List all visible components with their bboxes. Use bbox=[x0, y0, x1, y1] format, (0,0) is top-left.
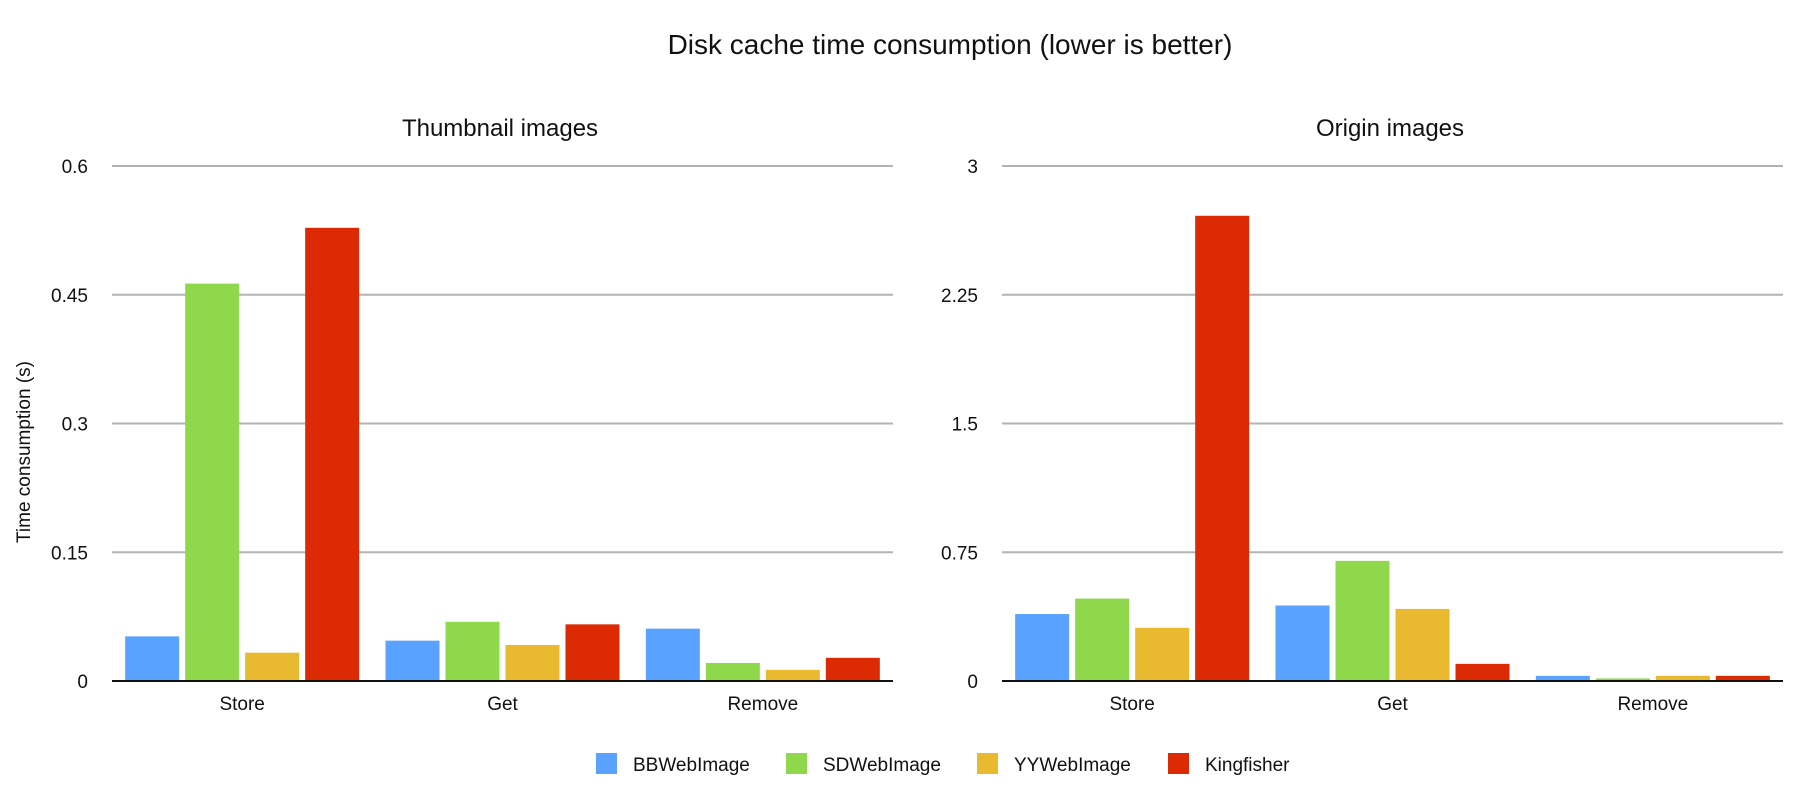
legend-item-bbwebimage: BBWebImage bbox=[596, 753, 750, 776]
bar-sdwebimage-store bbox=[1075, 598, 1130, 681]
bar-sdwebimage-remove bbox=[705, 662, 760, 681]
x-category-label: Remove bbox=[1617, 694, 1688, 715]
bar-kingfisher-store bbox=[305, 227, 360, 682]
bar-kingfisher-remove bbox=[1715, 675, 1770, 681]
legend-item-sdwebimage: SDWebImage bbox=[786, 753, 941, 776]
chart-panels: Thumbnail images 0 0.15 0.3 0.45 0.6 Store Get R… bbox=[51, 115, 1783, 715]
bar-yywebimage-get bbox=[1395, 608, 1450, 681]
bar-sdwebimage-store bbox=[185, 283, 240, 681]
y-tick-label: 0.45 bbox=[51, 286, 88, 307]
panel-1: Thumbnail images 0 0.15 0.3 0.45 0.6 Store Get R… bbox=[51, 115, 893, 715]
legend-swatch bbox=[1168, 753, 1189, 774]
legend-item-yywebimage: YYWebImage bbox=[977, 753, 1131, 776]
x-category-label: Get bbox=[487, 694, 518, 715]
bar-bbwebimage-get bbox=[1275, 605, 1330, 681]
y-tick-label: 0.75 bbox=[941, 543, 978, 564]
legend-label: Kingfisher bbox=[1205, 755, 1290, 776]
legend-label: BBWebImage bbox=[633, 755, 750, 776]
bar-yywebimage-get bbox=[505, 644, 560, 681]
bar-sdwebimage-get bbox=[445, 621, 500, 681]
bar-kingfisher-get bbox=[565, 624, 620, 681]
panel-title: Origin images bbox=[1316, 115, 1464, 142]
bar-bbwebimage-get bbox=[385, 640, 440, 681]
y-tick-label: 2.25 bbox=[941, 286, 978, 307]
legend: BBWebImage SDWebImage YYWebImage Kingfisher bbox=[596, 753, 1290, 776]
x-category-label: Get bbox=[1377, 694, 1408, 715]
bar-bbwebimage-remove bbox=[1535, 675, 1590, 681]
y-tick-label: 0 bbox=[967, 672, 978, 693]
bar-bbwebimage-remove bbox=[645, 628, 700, 681]
bar-kingfisher-get bbox=[1455, 663, 1510, 681]
x-category-label: Store bbox=[219, 694, 264, 715]
x-category-label: Remove bbox=[727, 694, 798, 715]
bar-bbwebimage-store bbox=[125, 636, 180, 681]
bar-sdwebimage-get bbox=[1335, 560, 1390, 681]
bar-yywebimage-remove bbox=[765, 669, 820, 681]
legend-item-kingfisher: Kingfisher bbox=[1168, 753, 1290, 776]
y-axis-label: Time consumption (s) bbox=[14, 361, 35, 543]
legend-label: YYWebImage bbox=[1014, 755, 1131, 776]
y-tick-label: 0.3 bbox=[62, 415, 88, 436]
y-tick-label: 0.6 bbox=[62, 157, 88, 178]
bar-yywebimage-store bbox=[245, 652, 300, 681]
chart-title: Disk cache time consumption (lower is be… bbox=[668, 29, 1233, 60]
bar-yywebimage-store bbox=[1135, 627, 1190, 681]
bar-bbwebimage-store bbox=[1015, 614, 1070, 681]
legend-swatch bbox=[977, 753, 998, 774]
y-tick-label: 0 bbox=[77, 672, 88, 693]
bar-kingfisher-store bbox=[1195, 215, 1250, 682]
legend-swatch bbox=[596, 753, 617, 774]
y-tick-label: 3 bbox=[967, 157, 978, 178]
y-tick-label: 1.5 bbox=[952, 415, 978, 436]
x-category-label: Store bbox=[1109, 694, 1154, 715]
legend-label: SDWebImage bbox=[823, 755, 941, 776]
legend-swatch bbox=[786, 753, 807, 774]
y-tick-label: 0.15 bbox=[51, 543, 88, 564]
panel-2: Origin images 0 0.75 1.5 2.25 3 Store Get Remove bbox=[941, 115, 1783, 715]
panel-title: Thumbnail images bbox=[402, 115, 598, 142]
bar-yywebimage-remove bbox=[1655, 675, 1710, 681]
bar-kingfisher-remove bbox=[825, 657, 880, 681]
bar-sdwebimage-remove bbox=[1595, 678, 1650, 681]
